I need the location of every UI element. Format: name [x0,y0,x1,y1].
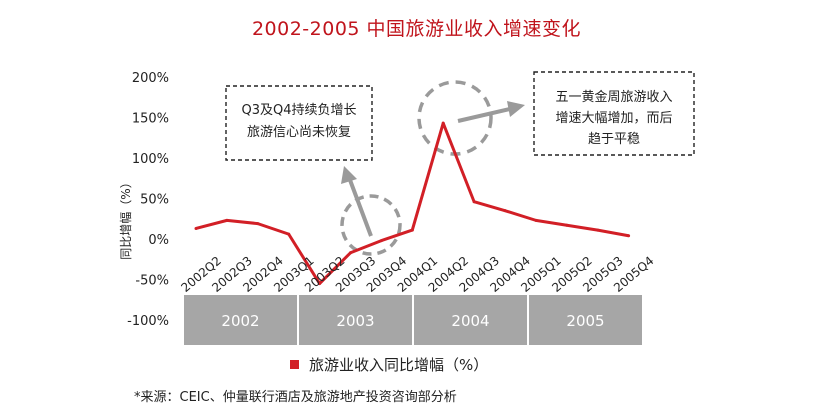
data-point [225,218,229,222]
year-box [299,295,412,345]
annotation-box [225,85,373,161]
arrow-head [507,101,525,117]
year-label: 2003 [336,312,374,330]
annotation-text: 增速大幅增加，而后 [555,111,672,126]
data-point [565,223,569,227]
data-point [194,226,198,230]
annotation-text: 旅游信心尚未恢复 [247,125,351,140]
year-boxes: 2002 2003 2004 2005 [184,295,642,345]
year-label: 2002 [221,312,259,330]
arrow-line [457,107,511,123]
y-tick-label: 0% [148,233,169,248]
data-point [379,239,383,243]
data-point [503,209,507,213]
data-point [256,222,260,226]
year-label: 2005 [566,312,604,330]
series-layer [194,121,631,286]
y-axis-label: 同比增幅（%） [118,176,133,259]
year-box [414,295,527,345]
y-tick-label: 100% [132,152,169,167]
data-point [441,121,445,125]
data-point [534,218,538,222]
legend: 旅游业收入同比增幅（%） [290,354,488,375]
data-point [410,228,414,232]
legend-swatch [290,360,299,369]
highlight-circle [417,80,493,156]
data-point [596,228,600,232]
year-box [529,295,642,345]
arrow-line [348,179,373,237]
x-axis-ticks: 2002Q22002Q32002Q42003Q12003Q22003Q32003… [178,254,656,295]
series-line [195,121,629,286]
annotation-box [533,71,695,156]
annotation-text: 趋于平稳 [588,131,640,147]
highlight-circle [340,194,402,256]
source-note: *来源：CEIC、仲量联行酒店及旅游地产投资咨询部分析 [134,390,457,405]
y-tick-label: -100% [127,314,169,329]
year-label: 2004 [451,312,489,330]
year-box [184,295,297,345]
annotation-text: Q3及Q4持续负增长 [241,103,356,118]
legend-label: 旅游业收入同比增幅（%） [309,356,489,374]
data-point [472,200,476,204]
data-point [627,234,631,238]
y-axis: 200% 150% 100% 50% 0% -50% -100% [127,71,169,329]
annotation-text: 五一黄金周旅游收入 [555,89,672,105]
y-tick-label: -50% [135,274,169,289]
data-point [318,282,322,286]
y-tick-label: 50% [140,193,169,208]
data-point [349,251,352,255]
arrow-head [341,166,357,184]
data-point [287,232,291,236]
chart-title: 2002-2005 中国旅游业收入增速变化 [251,18,582,40]
y-tick-label: 200% [132,71,169,86]
y-tick-label: 150% [132,112,169,127]
